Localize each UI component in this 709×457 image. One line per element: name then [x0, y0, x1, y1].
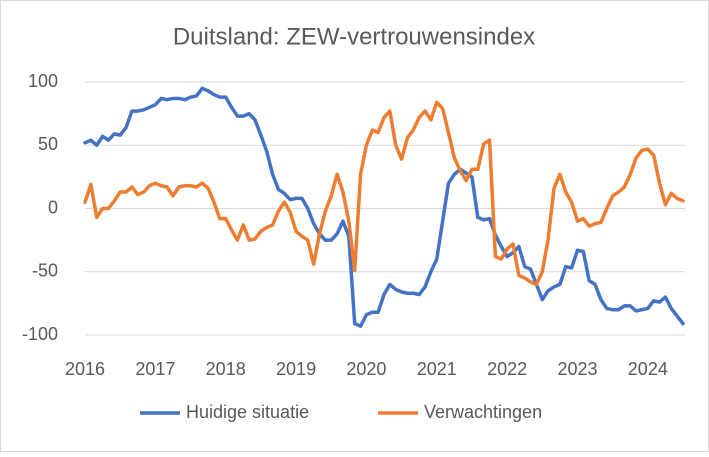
chart-title: Duitsland: ZEW-vertrouwensindex: [173, 23, 535, 50]
y-tick-label: 100: [28, 71, 58, 91]
series-line: [83, 100, 685, 287]
x-tick-label: 2022: [487, 359, 527, 379]
legend-label: Huidige situatie: [186, 402, 309, 422]
x-tick-label: 2024: [628, 359, 668, 379]
x-tick-label: 2017: [135, 359, 175, 379]
series-line: [83, 86, 685, 328]
x-tick-label: 2016: [65, 359, 105, 379]
x-tick-label: 2021: [417, 359, 457, 379]
y-tick-label: -50: [32, 261, 58, 281]
y-tick-label: 0: [48, 197, 58, 217]
y-tick-label: -100: [22, 324, 58, 344]
legend-label: Verwachtingen: [424, 402, 542, 422]
x-tick-label: 2018: [206, 359, 246, 379]
x-tick-label: 2023: [557, 359, 597, 379]
x-tick-label: 2020: [346, 359, 386, 379]
y-tick-label: 50: [38, 134, 58, 154]
x-tick-label: 2019: [276, 359, 316, 379]
